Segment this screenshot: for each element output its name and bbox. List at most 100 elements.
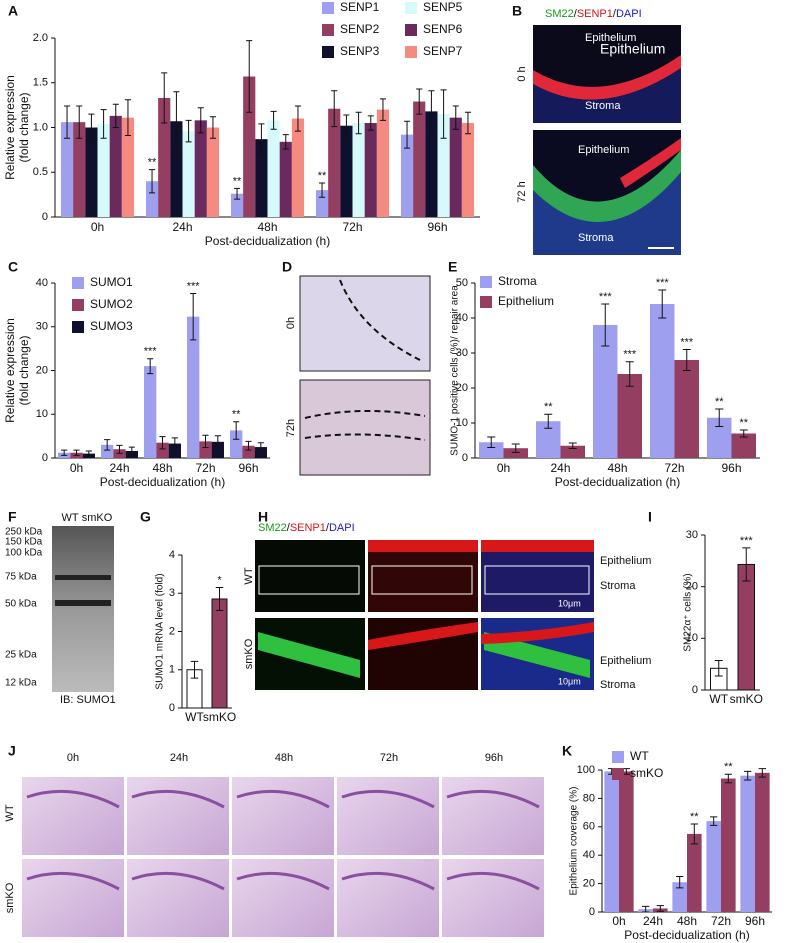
error-bar [739,429,748,438]
sm22-area [258,632,360,678]
error-bar [367,115,374,131]
y-tick-label: 10 [686,632,698,644]
y-axis-label: (fold change) [17,335,31,405]
y-tick-label: 30 [36,321,48,333]
bar [168,443,181,458]
error-bar [88,113,95,142]
stain-part: DAPI [616,8,642,20]
legend-label: SUMO2 [90,297,133,311]
marker-label: 25 kDa [5,650,37,661]
bar [211,598,228,709]
y-tick-label: 0 [462,452,468,464]
tissue-fold [236,871,330,891]
error-bar [197,107,204,134]
x-axis-label: Post-decidualization (h) [205,234,330,248]
error-bar [428,90,435,133]
roi-box [371,565,473,595]
boundary [304,410,426,441]
error-bar [112,103,119,128]
micrograph [127,859,229,937]
panel-letter: H [258,509,268,525]
bar [242,445,255,458]
region-label: Epithelium [578,144,629,156]
bar [425,111,438,217]
bar [60,122,74,217]
stroma-area [533,68,681,123]
micrograph [337,777,439,855]
bar [352,123,365,217]
error-bar [440,89,447,139]
x-tick-label: 48h [152,461,172,475]
column-label: 0h [67,752,79,764]
x-tick-label: smKO [730,692,763,706]
significance: ** [739,417,748,429]
y-tick-label: 20 [36,364,48,376]
error-bar [63,105,71,139]
x-tick-label: 96h [745,914,765,928]
error-bar [601,303,610,347]
bar [97,123,110,217]
legend-swatch [612,751,624,763]
error-bar [282,134,289,150]
scale-bar [648,247,674,249]
error-bar [625,361,634,387]
x-tick-label: WT [185,710,204,724]
error-bar [104,439,111,451]
bar [145,181,159,217]
bar [449,117,462,217]
scale-label: 10μm [558,598,581,608]
bar [109,115,122,217]
x-tick-label: 72h [711,914,731,928]
legend-swatch [405,24,417,36]
bar [254,447,267,458]
error-bar [100,109,107,139]
lane-label: WT [61,512,78,524]
x-tick-label: 0h [91,220,104,234]
y-tick-label: 2.0 [33,32,48,44]
blot-band [55,600,111,606]
row-label: smKO [243,638,255,669]
error-bar [682,349,691,371]
x-tick-label: smKO [203,710,236,724]
legend-swatch [405,2,417,14]
legend-swatch [72,321,84,333]
x-tick-label: 48h [677,914,697,928]
x-tick-label: 72h [342,220,362,234]
caption: IB: SUMO1 [60,694,116,706]
tissue-fold [26,789,120,809]
error-bar [270,110,277,130]
legend-label: SUMO1 [90,275,133,289]
bar [182,131,195,217]
legend-label: SENP1 [340,0,380,14]
tissue-fold [341,871,435,891]
bar [170,121,183,217]
y-axis-label: Relative expression [3,75,17,180]
y-tick-label: 60 [583,821,595,833]
bar [461,123,475,217]
bar [187,316,200,458]
panel-letter: C [8,259,18,275]
legend-label: SENP3 [340,44,380,58]
micrograph [232,777,334,855]
bar [101,444,114,458]
error-bar [147,358,154,375]
significance: *** [599,291,613,303]
bar [674,360,700,458]
boundary [339,279,421,361]
error-bar [758,768,766,778]
bar [121,117,135,217]
bar [156,442,169,458]
micrograph [299,379,431,476]
error-bar [214,435,221,449]
micrograph [442,777,544,855]
stain-label: SM22/SENP1/DAPI [545,8,642,20]
error-bar [724,773,732,784]
bar [206,127,220,217]
epithelium-band [481,622,594,644]
significance: ** [318,170,327,182]
y-tick-label: 10 [36,408,48,420]
marker-label: 150 kDa [5,537,43,548]
bar [400,134,414,217]
error-bar [190,293,197,341]
tissue-fold [446,789,540,809]
